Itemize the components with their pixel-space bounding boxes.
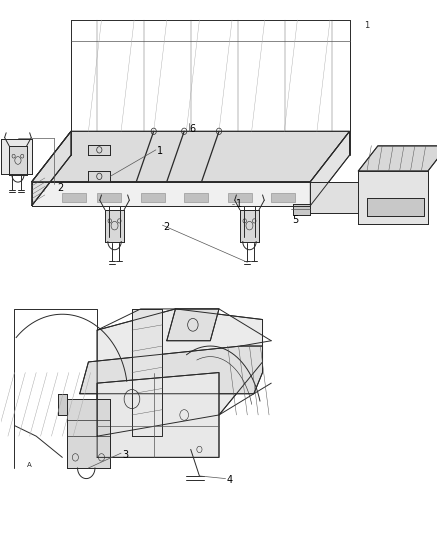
Polygon shape — [367, 198, 424, 216]
Polygon shape — [271, 193, 295, 203]
Text: 4: 4 — [227, 475, 233, 484]
Polygon shape — [184, 193, 208, 203]
Polygon shape — [358, 171, 428, 224]
Polygon shape — [9, 146, 27, 175]
Text: 1: 1 — [364, 21, 370, 30]
Text: 3: 3 — [122, 450, 128, 460]
Polygon shape — [105, 210, 124, 241]
Polygon shape — [311, 182, 358, 214]
Text: 1: 1 — [157, 146, 163, 156]
Text: 1: 1 — [236, 199, 242, 209]
Polygon shape — [167, 309, 219, 341]
Polygon shape — [132, 309, 162, 436]
Polygon shape — [228, 193, 252, 203]
Polygon shape — [32, 131, 350, 182]
Polygon shape — [97, 373, 219, 457]
Polygon shape — [293, 204, 311, 215]
Polygon shape — [97, 309, 262, 436]
Text: 5: 5 — [292, 215, 298, 225]
Polygon shape — [32, 131, 71, 206]
Polygon shape — [1, 139, 32, 174]
Polygon shape — [97, 193, 121, 203]
Polygon shape — [32, 182, 311, 206]
Polygon shape — [358, 146, 438, 171]
Polygon shape — [240, 210, 259, 241]
Polygon shape — [88, 171, 110, 182]
Text: 2: 2 — [164, 222, 170, 232]
Text: A: A — [27, 462, 32, 469]
Polygon shape — [88, 144, 110, 155]
Text: 2: 2 — [57, 183, 63, 193]
Text: 6: 6 — [190, 124, 196, 134]
Polygon shape — [67, 399, 110, 468]
Polygon shape — [80, 346, 262, 394]
Polygon shape — [141, 193, 165, 203]
Polygon shape — [58, 394, 67, 415]
Polygon shape — [311, 131, 350, 206]
Polygon shape — [62, 193, 86, 203]
